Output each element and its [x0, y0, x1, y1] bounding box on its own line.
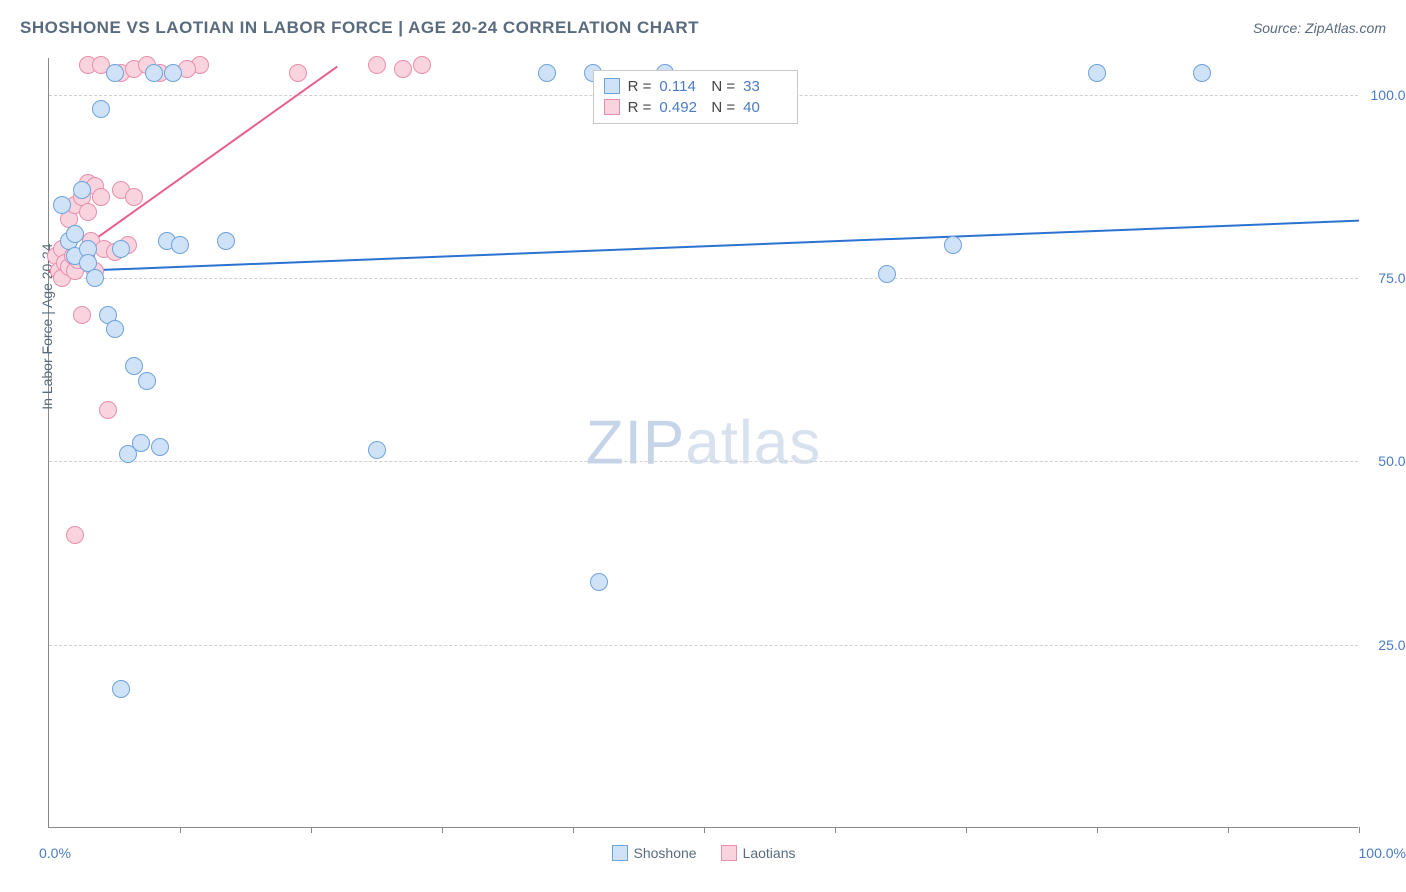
legend-swatch: [721, 845, 737, 861]
data-point: [1088, 64, 1106, 82]
x-tick: [1228, 827, 1229, 833]
trend-line: [49, 219, 1359, 272]
data-point: [125, 357, 143, 375]
y-tick-label: 100.0%: [1363, 87, 1406, 103]
n-label: N =: [711, 78, 735, 95]
correlation-row: R = 0.492 N = 40: [604, 97, 788, 118]
n-value: 33: [743, 78, 787, 95]
x-tick: [704, 827, 705, 833]
data-point: [394, 60, 412, 78]
x-tick: [180, 827, 181, 833]
x-tick: [835, 827, 836, 833]
correlation-legend: R = 0.114 N = 33 R = 0.492 N = 40: [593, 70, 799, 124]
r-value: 0.114: [659, 78, 703, 95]
data-point: [944, 236, 962, 254]
data-point: [112, 240, 130, 258]
r-label: R =: [628, 99, 652, 116]
correlation-row: R = 0.114 N = 33: [604, 76, 788, 97]
x-axis-min-label: 0.0%: [39, 845, 71, 861]
x-tick: [573, 827, 574, 833]
legend-swatch: [604, 99, 620, 115]
data-point: [112, 680, 130, 698]
data-point: [99, 401, 117, 419]
data-point: [106, 320, 124, 338]
series-legend: Shoshone Laotians: [612, 845, 796, 861]
data-point: [73, 306, 91, 324]
data-point: [1193, 64, 1211, 82]
x-tick: [1097, 827, 1098, 833]
n-label: N =: [711, 99, 735, 116]
legend-label: Laotians: [743, 845, 796, 861]
data-point: [590, 573, 608, 591]
data-point: [878, 265, 896, 283]
y-tick-label: 50.0%: [1363, 453, 1406, 469]
data-point: [53, 196, 71, 214]
data-point: [413, 56, 431, 74]
data-point: [106, 64, 124, 82]
y-tick-label: 75.0%: [1363, 270, 1406, 286]
data-point: [125, 188, 143, 206]
x-tick: [442, 827, 443, 833]
data-point: [151, 438, 169, 456]
data-point: [92, 188, 110, 206]
x-axis-max-label: 100.0%: [1359, 845, 1406, 861]
data-point: [145, 64, 163, 82]
legend-item: Laotians: [721, 845, 796, 861]
legend-swatch: [612, 845, 628, 861]
data-point: [66, 526, 84, 544]
data-point: [164, 64, 182, 82]
y-tick-label: 25.0%: [1363, 637, 1406, 653]
chart-source: Source: ZipAtlas.com: [1253, 20, 1386, 36]
x-tick: [311, 827, 312, 833]
scatter-plot-area: ZIPatlas In Labor Force | Age 20-24 0.0%…: [48, 58, 1358, 828]
r-label: R =: [628, 78, 652, 95]
data-point: [138, 372, 156, 390]
x-tick: [1359, 827, 1360, 833]
gridline-horizontal: [49, 645, 1358, 646]
data-point: [368, 56, 386, 74]
chart-title: SHOSHONE VS LAOTIAN IN LABOR FORCE | AGE…: [20, 18, 699, 38]
gridline-horizontal: [49, 278, 1358, 279]
data-point: [66, 225, 84, 243]
data-point: [368, 441, 386, 459]
r-value: 0.492: [659, 99, 703, 116]
data-point: [79, 203, 97, 221]
legend-label: Shoshone: [634, 845, 697, 861]
n-value: 40: [743, 99, 787, 116]
x-tick: [966, 827, 967, 833]
data-point: [73, 181, 91, 199]
data-point: [171, 236, 189, 254]
data-point: [86, 269, 104, 287]
data-point: [132, 434, 150, 452]
data-point: [289, 64, 307, 82]
watermark: ZIPatlas: [586, 407, 821, 478]
legend-item: Shoshone: [612, 845, 697, 861]
data-point: [92, 100, 110, 118]
data-point: [217, 232, 235, 250]
legend-swatch: [604, 78, 620, 94]
gridline-horizontal: [49, 461, 1358, 462]
data-point: [538, 64, 556, 82]
